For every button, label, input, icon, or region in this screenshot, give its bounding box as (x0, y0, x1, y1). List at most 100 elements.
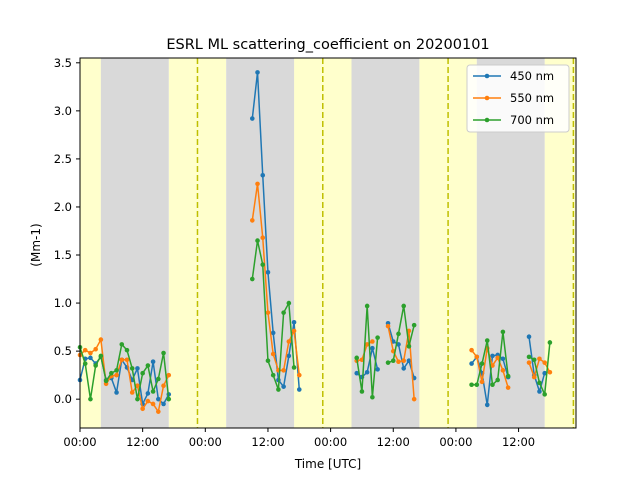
data-point (370, 339, 375, 344)
data-point (411, 396, 417, 402)
data-point (385, 360, 391, 365)
data-point (124, 347, 130, 353)
data-point (364, 369, 370, 375)
data-point (129, 390, 135, 395)
data-point (281, 310, 286, 315)
data-point (396, 331, 401, 337)
data-point (479, 361, 485, 366)
data-point (124, 357, 130, 363)
data-point (500, 368, 506, 373)
legend-item: 550 nm (473, 91, 554, 105)
data-point (281, 368, 286, 373)
data-point (291, 319, 297, 325)
data-point (291, 365, 297, 370)
plot-frame (79, 57, 577, 429)
legend-item: 700 nm (473, 113, 554, 127)
data-point (276, 387, 281, 392)
data-point (531, 374, 537, 380)
data-point (265, 358, 271, 364)
data-point (390, 358, 396, 364)
data-point (150, 359, 156, 364)
legend-label: 700 nm (510, 113, 554, 127)
data-point (537, 389, 542, 394)
data-point (500, 329, 506, 335)
x-tick-label: 00:00 (439, 435, 472, 449)
data-point (490, 382, 495, 388)
data-point (359, 389, 365, 394)
data-point (255, 238, 260, 243)
legend-item: 450 nm (473, 69, 554, 83)
data-point (542, 370, 547, 376)
y-tick-label: 0.0 (54, 392, 72, 406)
legend-label: 450 nm (510, 69, 554, 83)
data-point (296, 387, 302, 392)
data-point (249, 276, 255, 282)
data-point (296, 372, 302, 378)
data-point (255, 70, 260, 75)
data-point (249, 218, 255, 223)
data-point (396, 359, 401, 364)
data-point (260, 172, 266, 178)
data-point (401, 303, 407, 309)
data-point (161, 350, 166, 356)
data-point (375, 335, 380, 340)
data-point (490, 363, 495, 368)
data-point (150, 389, 156, 394)
data-point (114, 372, 119, 378)
data-point (286, 300, 292, 306)
data-point (469, 382, 474, 388)
y-tick-label: 3.0 (54, 104, 72, 118)
data-point (406, 344, 412, 349)
data-point (145, 391, 151, 396)
data-point (88, 350, 93, 356)
x-tick-label: 12:00 (377, 435, 410, 449)
data-point (537, 356, 542, 362)
legend: 450 nm 550 nm 700 nm (466, 64, 570, 133)
data-point (354, 370, 360, 376)
y-tick-label: 1.5 (54, 248, 72, 262)
data-point (260, 262, 266, 267)
y-tick-label: 0.5 (54, 344, 72, 358)
data-point (484, 402, 490, 408)
data-point (98, 337, 104, 342)
data-point (479, 379, 485, 385)
data-point (161, 401, 166, 407)
data-point (265, 270, 271, 275)
data-point (406, 358, 412, 364)
x-axis-label: Time [UTC] (294, 457, 361, 471)
data-point (249, 116, 255, 121)
data-point (547, 369, 553, 375)
data-point (270, 372, 276, 378)
data-point (93, 346, 98, 352)
data-point (495, 377, 500, 383)
chart-title: ESRL ML scattering_coefficient on 202001… (166, 37, 489, 53)
series-550-nm (77, 181, 553, 414)
data-point (156, 409, 161, 414)
data-point (255, 181, 260, 187)
series-line (471, 331, 509, 386)
series-line (528, 336, 546, 393)
data-point (375, 367, 380, 372)
data-point (82, 361, 88, 366)
legend-marker (484, 117, 490, 123)
y-tick-label: 2.0 (54, 200, 72, 214)
data-point (354, 355, 360, 361)
data-point (82, 347, 88, 353)
data-point (385, 323, 391, 329)
data-point (469, 361, 474, 366)
data-point (526, 360, 532, 365)
data-point (145, 398, 151, 404)
y-axis-label: (Mm-1) (29, 223, 43, 266)
data-point (286, 339, 292, 344)
data-point (364, 303, 370, 309)
data-point (129, 366, 135, 371)
data-point (270, 351, 276, 357)
data-point (505, 385, 511, 390)
data-point (140, 406, 145, 412)
data-point (145, 363, 151, 368)
data-point (286, 353, 292, 359)
data-point (119, 342, 125, 347)
data-point (474, 354, 480, 360)
data-point (270, 330, 276, 336)
